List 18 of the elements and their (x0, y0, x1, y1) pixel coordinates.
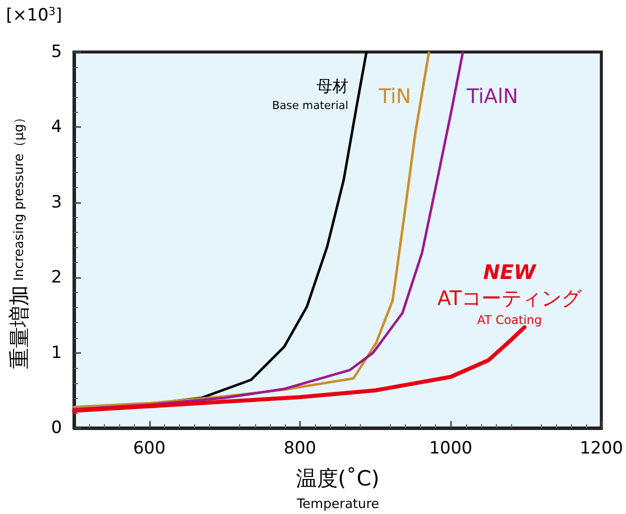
y-tick-label: 2 (51, 268, 62, 288)
series-label: NEW ATコーティング AT Coating (437, 260, 583, 328)
y-tick-label: 0 (51, 418, 62, 438)
line-series (72, 325, 527, 413)
text: Temperature (296, 497, 380, 512)
y-tick-label: 5 (51, 42, 62, 62)
x-tick-label: 1000 (429, 438, 472, 458)
x-axis-title: 温度(˚C) (296, 466, 380, 490)
x-tick-label: 600 (133, 438, 166, 458)
x-tick-label: 1200 (580, 438, 623, 458)
series-label: 母材 Base material (272, 76, 348, 112)
y-tick-label: 4 (51, 117, 62, 138)
y-tick-label: 1 (51, 342, 62, 363)
y-tick-label: 3 (51, 192, 62, 212)
series-label: TiN (378, 84, 411, 108)
series-label: TiAlN (466, 84, 518, 108)
y-axis-title: 重量増加 Increasing pressure（μg） (8, 110, 32, 370)
x-tick-label: 800 (284, 438, 316, 458)
